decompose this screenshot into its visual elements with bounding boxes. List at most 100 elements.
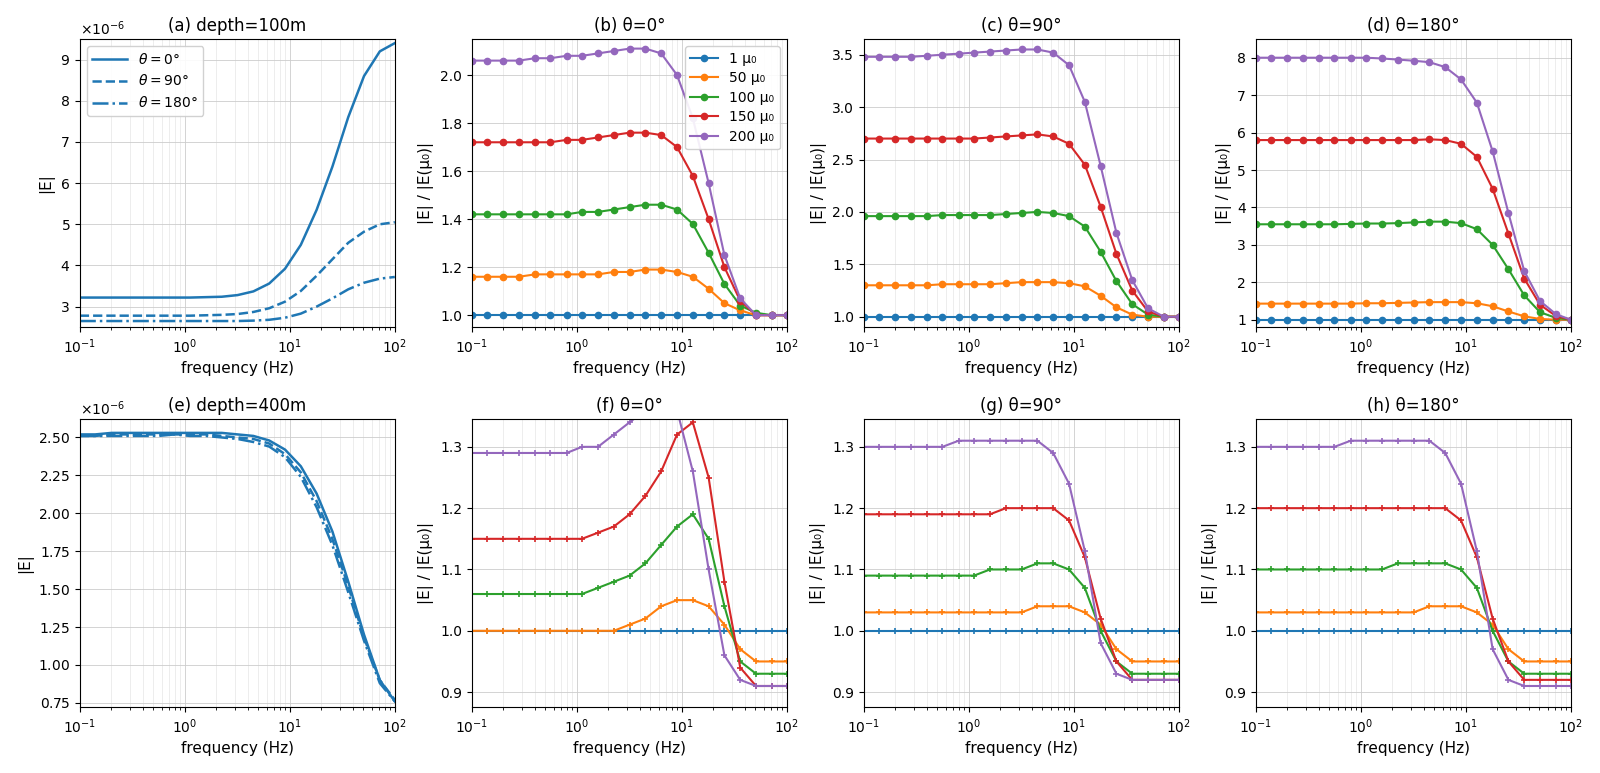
100 μ₀ [1139,310,1158,319]
100 μ₀ [747,308,766,318]
$\theta=180°$ [323,294,342,303]
100 μ₀ [1499,264,1518,274]
Y-axis label: |E|: |E| [38,173,54,193]
$\theta=0°$ [70,293,90,302]
50 μ₀ [747,657,766,666]
50 μ₀ [869,608,888,617]
$\theta=0°$ [243,431,262,441]
$\theta=0°$ [70,430,90,439]
1 μ₀ [477,626,496,635]
100 μ₀ [699,534,718,543]
50 μ₀ [1293,608,1312,617]
150 μ₀ [1499,657,1518,666]
200 μ₀ [917,442,936,451]
50 μ₀ [477,272,496,281]
200 μ₀ [1515,267,1534,276]
200 μ₀ [1246,442,1266,451]
100 μ₀ [1278,220,1298,229]
50 μ₀ [778,311,797,320]
200 μ₀ [1059,60,1078,70]
200 μ₀ [869,442,888,451]
Y-axis label: |E| / |E(μ₀)|: |E| / |E(μ₀)| [811,523,827,604]
50 μ₀ [1075,608,1094,617]
1 μ₀ [1107,626,1126,635]
Line: $\theta=90°$: $\theta=90°$ [80,434,395,700]
1 μ₀ [1451,315,1470,325]
100 μ₀ [1309,565,1328,574]
50 μ₀ [1309,299,1328,308]
Legend: $\theta=0°$, $\theta=90°$, $\theta=180°$: $\theta=0°$, $\theta=90°$, $\theta=180°$ [86,46,203,116]
$\theta=90°$ [85,311,104,320]
50 μ₀ [747,311,766,320]
Line: 1 μ₀: 1 μ₀ [861,314,1182,320]
100 μ₀ [1011,209,1030,218]
1 μ₀ [715,626,734,635]
200 μ₀ [557,448,576,458]
$\theta=180°$ [197,316,216,325]
150 μ₀ [1467,553,1486,562]
150 μ₀ [1562,676,1581,685]
50 μ₀ [1139,312,1158,322]
50 μ₀ [1499,645,1518,654]
150 μ₀ [477,138,496,147]
150 μ₀ [886,509,906,519]
Line: 150 μ₀: 150 μ₀ [1253,505,1574,683]
1 μ₀ [509,311,528,320]
1 μ₀ [683,626,702,635]
200 μ₀ [1011,436,1030,445]
Line: 100 μ₀: 100 μ₀ [861,560,1182,677]
150 μ₀ [605,131,624,140]
100 μ₀ [1107,277,1126,286]
$\theta=90°$ [70,431,90,441]
100 μ₀ [605,577,624,587]
1 μ₀ [965,312,984,322]
$\theta=0°$ [102,428,122,438]
50 μ₀ [1278,608,1298,617]
50 μ₀ [1373,608,1392,617]
200 μ₀ [1531,681,1550,690]
1 μ₀ [917,626,936,635]
Line: 50 μ₀: 50 μ₀ [469,597,790,665]
50 μ₀ [683,272,702,281]
$\theta=90°$ [307,496,326,506]
100 μ₀ [699,248,718,257]
100 μ₀ [1154,312,1173,322]
200 μ₀ [619,417,638,427]
1 μ₀ [1451,626,1470,635]
1 μ₀ [605,626,624,635]
150 μ₀ [1154,312,1173,322]
50 μ₀ [573,270,592,279]
200 μ₀ [509,448,528,458]
200 μ₀ [901,53,920,62]
200 μ₀ [1467,98,1486,107]
1 μ₀ [1419,626,1438,635]
200 μ₀ [525,448,544,458]
1 μ₀ [1261,626,1280,635]
200 μ₀ [1562,681,1581,690]
200 μ₀ [667,70,686,80]
$\theta=180°$ [323,540,342,550]
1 μ₀ [1139,312,1158,322]
50 μ₀ [1562,657,1581,666]
$\theta=180°$ [339,284,358,294]
50 μ₀ [1451,298,1470,307]
50 μ₀ [589,270,608,279]
$\theta=90°$ [213,310,232,319]
150 μ₀ [981,509,1000,519]
200 μ₀ [651,49,670,58]
$\theta=0°$ [165,293,184,302]
200 μ₀ [525,53,544,63]
150 μ₀ [462,534,482,543]
Line: 200 μ₀: 200 μ₀ [1253,438,1574,690]
200 μ₀ [619,44,638,53]
100 μ₀ [589,584,608,593]
Title: (f) θ=0°: (f) θ=0° [595,397,662,415]
150 μ₀ [1293,135,1312,145]
$\theta=90°$ [213,431,232,441]
50 μ₀ [1011,278,1030,287]
50 μ₀ [541,626,560,635]
50 μ₀ [1325,608,1344,617]
200 μ₀ [1483,147,1502,156]
150 μ₀ [573,135,592,145]
150 μ₀ [1435,135,1454,145]
